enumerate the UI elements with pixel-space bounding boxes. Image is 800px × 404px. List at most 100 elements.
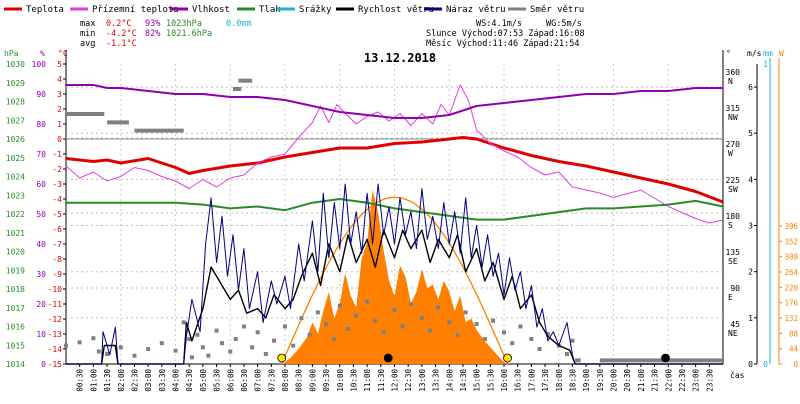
temp-tick-label: -11 bbox=[48, 300, 63, 309]
stats-max-press: 1023hPa bbox=[166, 19, 202, 29]
temp-tick-label: -15 bbox=[48, 360, 63, 369]
x-tick-label: 16:00 bbox=[500, 369, 509, 392]
wind-direction-point bbox=[77, 340, 82, 345]
wind-direction-point bbox=[502, 330, 506, 335]
stats-min-temp: -4.2°C bbox=[106, 29, 137, 39]
press-tick-label: 1028 bbox=[6, 98, 25, 107]
wind-direction-point bbox=[307, 332, 312, 337]
press-tick-label: 1024 bbox=[6, 173, 25, 182]
solar-tick-label: 308 bbox=[784, 253, 798, 262]
solar-tick-label: 0 bbox=[793, 360, 798, 369]
hum-tick-label: 60 bbox=[36, 180, 46, 189]
x-tick-label: 21:00 bbox=[637, 369, 646, 392]
legend-label-smer: Směr větru bbox=[530, 5, 584, 15]
x-tick-label: 03:30 bbox=[158, 369, 167, 392]
wind-direction-point bbox=[324, 322, 329, 326]
legend-label-prizemni: Přízemní teplota bbox=[92, 5, 179, 15]
press-tick-label: 1014 bbox=[6, 360, 25, 369]
temp-tick-label: -6 bbox=[52, 225, 62, 234]
wind-tick-label: 2 bbox=[748, 268, 753, 277]
hum-tick-label: 0 bbox=[41, 360, 46, 369]
hum-tick-label: 30 bbox=[36, 270, 46, 279]
temp-tick-label: -4 bbox=[52, 195, 62, 204]
temp-tick-label: -1 bbox=[52, 150, 62, 159]
wind-direction-point bbox=[64, 343, 68, 348]
wind-direction-point bbox=[474, 322, 479, 326]
axis-titles: hPa % °C ° m/s mm W čas bbox=[4, 49, 784, 380]
temp-tick-label: -7 bbox=[52, 240, 62, 249]
wind-direction-point bbox=[337, 303, 342, 308]
x-tick-label: 17:00 bbox=[527, 369, 536, 392]
wind-direction-point bbox=[214, 328, 219, 333]
wind-direction-point bbox=[220, 341, 225, 346]
x-tick-label: 15:30 bbox=[486, 369, 495, 392]
wind-direction-point bbox=[345, 327, 350, 331]
wind-direction-point bbox=[373, 318, 378, 323]
x-tick-label: 07:00 bbox=[254, 369, 263, 392]
x-tick-label: 09:00 bbox=[308, 369, 317, 392]
solar-tick-label: 264 bbox=[784, 268, 798, 277]
dir-compass-label: SE bbox=[728, 257, 738, 266]
x-tick-label: 14:30 bbox=[459, 369, 468, 392]
temp-tick-label: -8 bbox=[52, 255, 62, 264]
press-tick-label: 1017 bbox=[6, 304, 25, 313]
wind-direction-point bbox=[173, 348, 178, 353]
temp-tick-label: -2 bbox=[52, 165, 62, 174]
info-block: WS:4.1m/s WG:5m/s Slunce Východ:07:53 Zá… bbox=[426, 19, 585, 49]
press-tick-label: 1016 bbox=[6, 323, 25, 332]
axis-title-deg: ° bbox=[726, 49, 731, 58]
temp-tick-label: -12 bbox=[48, 315, 63, 324]
solar-tick-label: 220 bbox=[784, 283, 798, 292]
rain-tick-label: 1 bbox=[763, 60, 768, 69]
wind-direction-point bbox=[518, 324, 523, 329]
stats-min-label: min bbox=[80, 29, 95, 39]
wind-direction-point bbox=[419, 316, 424, 321]
x-tick-label: 02:30 bbox=[130, 369, 139, 392]
moonrise-marker bbox=[383, 353, 393, 363]
wind-direction-point bbox=[455, 332, 460, 337]
sunrise-marker bbox=[277, 353, 287, 363]
wind-direction-point bbox=[392, 307, 397, 312]
stats-min-hum: 82% bbox=[145, 29, 160, 39]
temp-tick-label: -9 bbox=[52, 270, 62, 279]
wind-direction-point bbox=[491, 318, 496, 323]
wind-direction-point bbox=[118, 345, 123, 350]
dir-tick-label: 180 bbox=[726, 212, 741, 221]
rain-tick-label: 0 bbox=[763, 360, 768, 369]
wind-direction-point bbox=[272, 338, 277, 343]
stats-avg-label: avg bbox=[80, 39, 95, 49]
legend-label-rychlost: Rychlost větru bbox=[358, 5, 434, 15]
x-tick-label: 16:30 bbox=[514, 369, 523, 392]
temp-tick-label: -5 bbox=[52, 210, 62, 219]
x-tick-label: 18:30 bbox=[568, 369, 577, 392]
press-tick-label: 1030 bbox=[6, 60, 25, 69]
x-tick-label: 10:30 bbox=[349, 369, 358, 392]
hum-tick-label: 20 bbox=[36, 300, 46, 309]
dir-tick-label: 225 bbox=[726, 176, 741, 185]
x-tick-label: 10:00 bbox=[336, 369, 345, 392]
wind-tick-label: 4 bbox=[748, 175, 753, 184]
axis-title-cas: čas bbox=[730, 370, 745, 380]
x-tick-label: 04:30 bbox=[185, 369, 194, 392]
stats-max-label: max bbox=[80, 19, 95, 29]
x-tick-label: 23:30 bbox=[705, 369, 714, 392]
dir-compass-label: NE bbox=[728, 329, 738, 338]
press-tick-label: 1027 bbox=[6, 116, 25, 125]
dir-compass-label: W bbox=[728, 149, 733, 158]
wind-direction-point bbox=[105, 352, 110, 356]
info-ws: WS:4.1m/s bbox=[476, 19, 522, 29]
legend-label-srazky: Srážky bbox=[299, 5, 332, 15]
legend-label-tlak: Tlak bbox=[259, 5, 281, 15]
press-tick-label: 1025 bbox=[6, 154, 25, 163]
temp-tick-label: 5 bbox=[57, 60, 62, 69]
wind-tick-label: 5 bbox=[748, 129, 753, 138]
stats-avg-temp: -1.1°C bbox=[106, 39, 137, 49]
dir-tick-label: 135 bbox=[726, 248, 741, 257]
wind-direction-point bbox=[263, 352, 268, 356]
press-tick-label: 1019 bbox=[6, 266, 25, 275]
axis-title-pct: % bbox=[40, 49, 45, 58]
info-sun: Slunce Východ:07:53 Západ:16:08 bbox=[426, 29, 585, 39]
press-tick-label: 1023 bbox=[6, 191, 25, 200]
x-tick-label: 19:30 bbox=[596, 369, 605, 392]
x-tick-label: 22:00 bbox=[664, 369, 673, 392]
